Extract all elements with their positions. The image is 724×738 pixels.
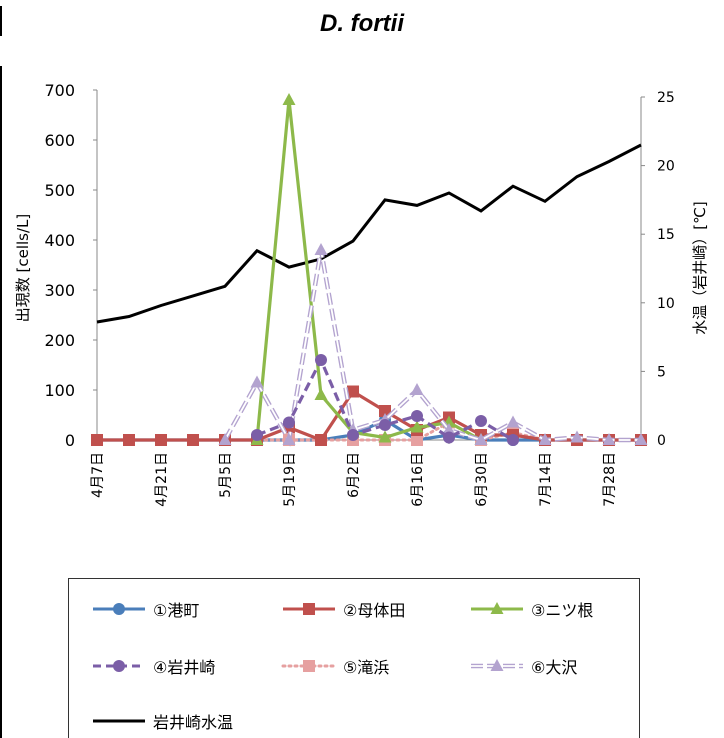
series-line-2 [97, 389, 641, 442]
x-tick-label: 5月5日 [218, 452, 234, 498]
x-tick-label: 6月2日 [346, 452, 362, 498]
right-tick-label: 0 [657, 433, 666, 449]
data-point [283, 416, 295, 429]
x-tick-label: 6月30日 [474, 452, 490, 507]
series-line-3 [255, 99, 482, 442]
data-point [410, 420, 424, 433]
data-point [282, 93, 296, 105]
data-point [315, 354, 327, 366]
data-point [315, 434, 327, 446]
legend-swatch [283, 603, 335, 615]
y-axis-label-right: 水温（岩井崎）[℃] [691, 201, 709, 335]
series-line-6-inner [224, 249, 641, 443]
chart-title: D. fortii [320, 10, 404, 37]
data-point [602, 433, 616, 445]
series-line-7 [96, 143, 642, 324]
left-tick-label: 500 [44, 181, 75, 200]
legend-swatch [93, 660, 145, 672]
legend-swatch [471, 659, 523, 671]
left-tick-label: 300 [44, 281, 75, 300]
data-point [314, 243, 328, 255]
x-tick-label: 5月19日 [282, 452, 298, 507]
chart: 0 100 200 300 400 500 600 700 0 5 10 15 20 25 4月7日 4月21… [14, 81, 709, 507]
data-point [91, 434, 103, 446]
data-point [443, 431, 455, 444]
left-tick-label: 0 [65, 431, 75, 450]
data-point [251, 429, 263, 441]
y-axis-label-left: 出現数 [cells/L] [14, 214, 32, 323]
right-tick-label: 15 [657, 227, 675, 243]
series-line-6 [223, 249, 641, 447]
data-point [378, 430, 392, 443]
left-tick-label: 200 [44, 331, 75, 350]
data-point [347, 385, 359, 398]
legend-swatch [93, 603, 145, 615]
data-point [634, 433, 648, 445]
x-tick-label: 7月28日 [602, 452, 618, 507]
legend-item: ⑤滝浜 [281, 654, 389, 678]
left-tick-label: 700 [44, 81, 75, 100]
data-point [379, 405, 391, 417]
left-border [0, 66, 2, 738]
right-tick-label: 20 [657, 159, 675, 175]
legend-label: 岩井崎水温 [153, 713, 234, 732]
legend-item: 岩井崎水温 [91, 709, 233, 733]
data-point [155, 434, 167, 446]
legend-label: ④岩井崎 [153, 658, 216, 677]
data-point [410, 383, 424, 395]
legend-label: ①港町 [153, 601, 200, 620]
data-point [411, 434, 423, 446]
data-point [218, 433, 232, 445]
right-tick-label: 10 [657, 296, 675, 312]
data-point [411, 410, 423, 422]
data-point [506, 415, 520, 428]
data-point [282, 433, 296, 445]
legend-label: ⑥大沢 [531, 658, 578, 677]
data-point [250, 375, 264, 388]
legend-item: ③ニツ根 [469, 597, 593, 621]
data-point [475, 415, 487, 427]
left-tick-label: 600 [44, 131, 75, 150]
left-tick-label: 400 [44, 231, 75, 250]
left-tick-label: 100 [44, 381, 75, 400]
legend-label: ③ニツ根 [531, 601, 594, 620]
x-tick-label: 4月21日 [154, 452, 170, 507]
right-tick-label: 25 [657, 90, 675, 106]
legend-label: ⑤滝浜 [343, 658, 390, 677]
legend: ①港町 ②母体田 ③ニツ根 ④岩井崎 ⑤滝浜 ⑥大沢岩井崎水温 [68, 578, 640, 738]
data-point [314, 388, 328, 400]
x-tick-label: 6月16日 [410, 452, 426, 507]
data-point [570, 430, 584, 443]
legend-item: ①港町 [91, 597, 199, 621]
legend-item: ④岩井崎 [91, 654, 215, 678]
legend-swatch [471, 602, 523, 614]
data-point [187, 434, 199, 446]
data-point [474, 433, 488, 445]
data-point [507, 434, 519, 446]
legend-swatch [281, 660, 337, 672]
data-point [538, 433, 552, 445]
data-point [442, 423, 456, 435]
legend-swatch [93, 719, 145, 723]
x-tick-label: 4月7日 [90, 452, 106, 498]
legend-item: ②母体田 [281, 597, 405, 621]
series-line-4 [256, 356, 514, 442]
right-tick-label: 5 [657, 364, 666, 380]
data-point [379, 419, 391, 431]
legend-item: ⑥大沢 [469, 654, 577, 678]
data-point [347, 429, 359, 441]
legend-label: ②母体田 [343, 601, 406, 620]
x-tick-label: 7月14日 [538, 452, 554, 507]
data-point [123, 434, 135, 446]
left-border-top [0, 6, 2, 36]
